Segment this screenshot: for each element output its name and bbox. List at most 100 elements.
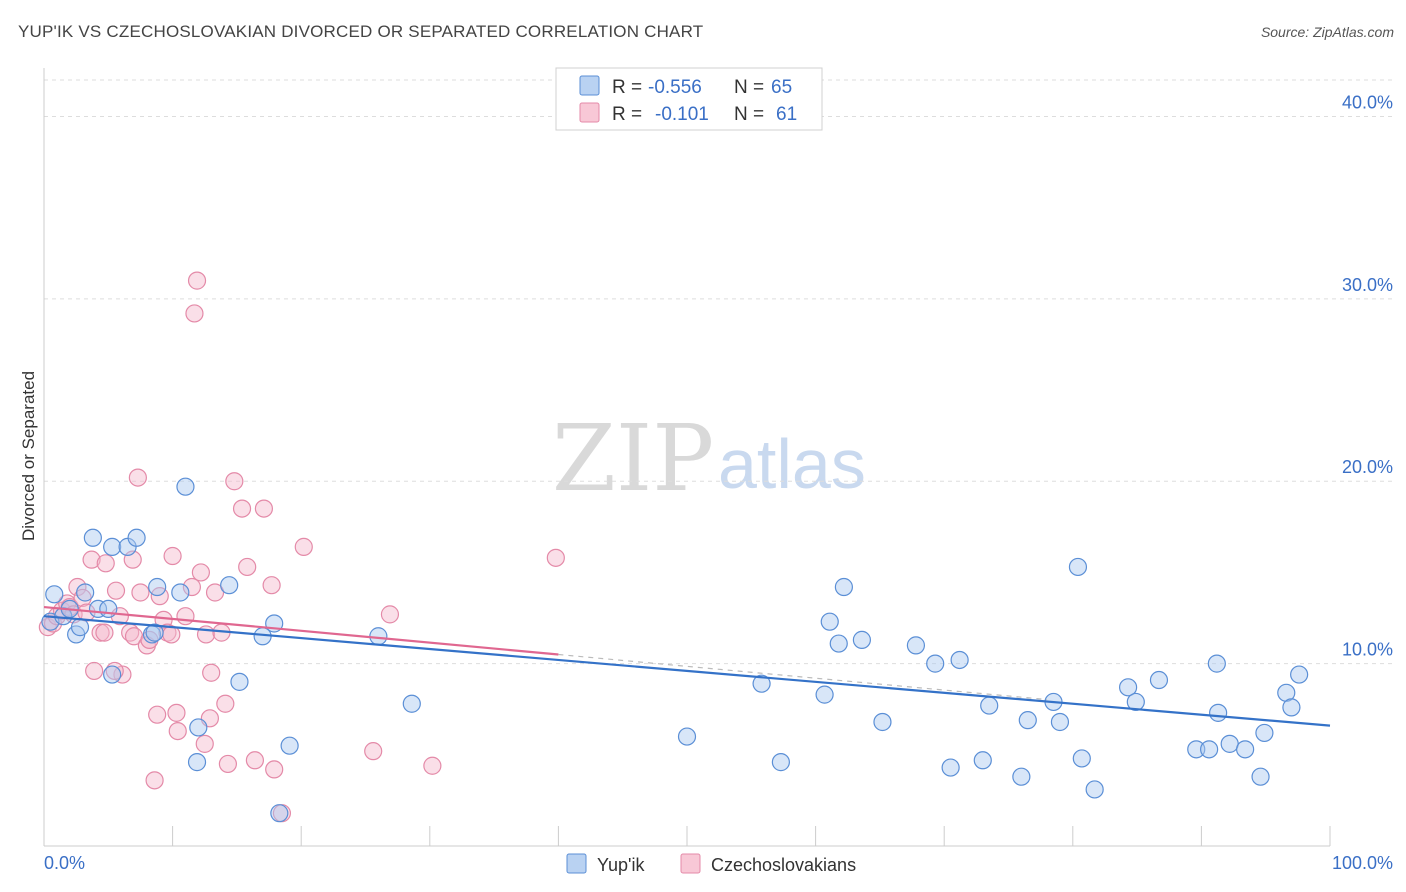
yupik-point-64 <box>1290 665 1309 684</box>
czechoslovakians-trend-extension <box>558 653 1048 701</box>
watermark-atlas: atlas <box>718 425 866 503</box>
yupik-point-20 <box>189 718 208 737</box>
czechoslovakians-point-21 <box>128 468 147 487</box>
watermark-zip: ZIP <box>552 405 714 512</box>
czechoslovakians-point-37 <box>191 563 210 582</box>
czechoslovakians-point-55 <box>364 742 383 761</box>
czechoslovakians-point-38 <box>195 734 214 753</box>
yupik-point-51 <box>1118 678 1138 697</box>
y-tick-label-20: 20.0% <box>1342 457 1393 477</box>
yupik-point-60 <box>1251 767 1270 786</box>
czechoslovakians-point-60 <box>148 705 167 724</box>
grid-lines <box>44 79 1393 665</box>
yupik-point-48 <box>1068 557 1088 577</box>
legend-n-label-blue: N = <box>734 77 764 98</box>
czechoslovakians-point-32 <box>168 721 187 741</box>
y-tick-label-40: 40.0% <box>1342 92 1393 112</box>
czechoslovakians-point-49 <box>245 751 265 770</box>
czechoslovakians-point-20 <box>124 627 144 646</box>
legend-r-value-pink: -0.101 <box>655 104 709 125</box>
yupik-point-43 <box>980 696 999 715</box>
czechoslovakians-point-54 <box>294 537 313 556</box>
yupik-point-55 <box>1200 740 1219 759</box>
yupik-point-45 <box>1018 711 1037 730</box>
yupik-point-34 <box>829 634 848 653</box>
legend-r-value-blue: -0.556 <box>648 77 702 98</box>
series-legend-swatch-czechoslovakians <box>680 853 701 874</box>
y-tick-labels: 10.0% 20.0% 30.0% 40.0% <box>1342 92 1393 659</box>
czechoslovakians-point-52 <box>265 760 284 779</box>
legend-n-value-blue: 65 <box>771 77 792 98</box>
legend-n-label-pink: N = <box>734 104 764 125</box>
x-ticks <box>172 826 1331 846</box>
series-legend-label-czechoslovakians: Czechoslovakians <box>711 855 856 875</box>
czechoslovakians-point-25 <box>145 771 164 790</box>
yupik-point-21 <box>220 576 239 595</box>
series-legend: Yup'ik Czechoslovakians <box>566 853 856 875</box>
yupik-point-42 <box>973 751 992 770</box>
czechoslovakians-point-50 <box>254 499 274 518</box>
series-legend-swatch-yupik <box>566 853 587 874</box>
yupik-point-18 <box>176 477 195 496</box>
yupik-point-28 <box>402 694 421 713</box>
czechoslovakians-point-14 <box>96 554 115 573</box>
yupik-point-40 <box>941 758 960 777</box>
czechoslovakians-point-45 <box>218 754 237 774</box>
yupik-point-15 <box>145 623 164 642</box>
yupik-point-30 <box>752 674 771 693</box>
trend-lines <box>43 605 1331 727</box>
yupik-point-59 <box>1236 740 1255 759</box>
czechoslovakians-point-48 <box>238 557 257 577</box>
yupik-point-33 <box>820 612 839 631</box>
czechoslovakians-point-42 <box>205 583 225 602</box>
yupik-point-19 <box>187 753 207 772</box>
yupik-point-31 <box>771 753 790 772</box>
chart-source: Source: ZipAtlas.com <box>1260 24 1394 40</box>
yupik-point-44 <box>1012 767 1031 786</box>
czechoslovakians-point-56 <box>380 605 400 624</box>
yupik-point-61 <box>1255 723 1274 743</box>
czechoslovakians-point-31 <box>167 703 186 722</box>
yupik-point-13 <box>127 528 146 547</box>
yupik-point-6 <box>76 583 95 602</box>
yupik-point-5 <box>70 618 90 637</box>
yupik-point-47 <box>1050 712 1070 732</box>
czechoslovakians-point-15 <box>106 581 126 600</box>
stats-legend: R = -0.556 N = 65 R = -0.101 N = 61 <box>555 67 823 131</box>
yupik-point-54 <box>1187 740 1206 759</box>
czechoslovakians-point-51 <box>262 576 281 595</box>
czechoslovakians-point-30 <box>163 546 182 566</box>
yupik-point-9 <box>99 599 118 619</box>
yupik-point-26 <box>280 736 299 755</box>
yupik-point-49 <box>1072 749 1091 768</box>
legend-swatch-blue <box>579 75 600 96</box>
czechoslovakians-trend-line <box>43 605 559 656</box>
series-yupik-points <box>41 477 1309 823</box>
yupik-point-32 <box>815 685 834 704</box>
czechoslovakians-point-11 <box>85 661 104 681</box>
yupik-point-53 <box>1149 670 1169 690</box>
yupik-point-35 <box>834 577 853 597</box>
czechoslovakians-point-34 <box>182 577 201 597</box>
yupik-point-29 <box>677 727 697 746</box>
yupik-trend-line <box>43 615 1331 727</box>
yupik-point-11 <box>103 537 122 556</box>
legend-n-value-pink: 61 <box>776 104 797 125</box>
yupik-point-58 <box>1220 734 1239 753</box>
czechoslovakians-point-46 <box>225 472 244 491</box>
legend-r-label-pink: R = <box>612 104 642 125</box>
yupik-point-56 <box>1207 654 1226 673</box>
czechoslovakians-point-44 <box>216 694 235 713</box>
czechoslovakians-point-47 <box>232 499 252 518</box>
x-tick-label-0: 0.0% <box>44 853 85 873</box>
yupik-point-17 <box>171 583 190 602</box>
czechoslovakians-point-12 <box>91 623 110 642</box>
y-tick-label-30: 30.0% <box>1342 275 1393 295</box>
czechoslovakians-point-13 <box>95 623 114 642</box>
czechoslovakians-point-36 <box>187 271 207 290</box>
czechoslovakians-point-35 <box>185 304 204 323</box>
yupik-point-63 <box>1282 698 1301 717</box>
czechoslovakians-point-33 <box>176 607 195 626</box>
czechoslovakians-point-41 <box>202 663 221 682</box>
